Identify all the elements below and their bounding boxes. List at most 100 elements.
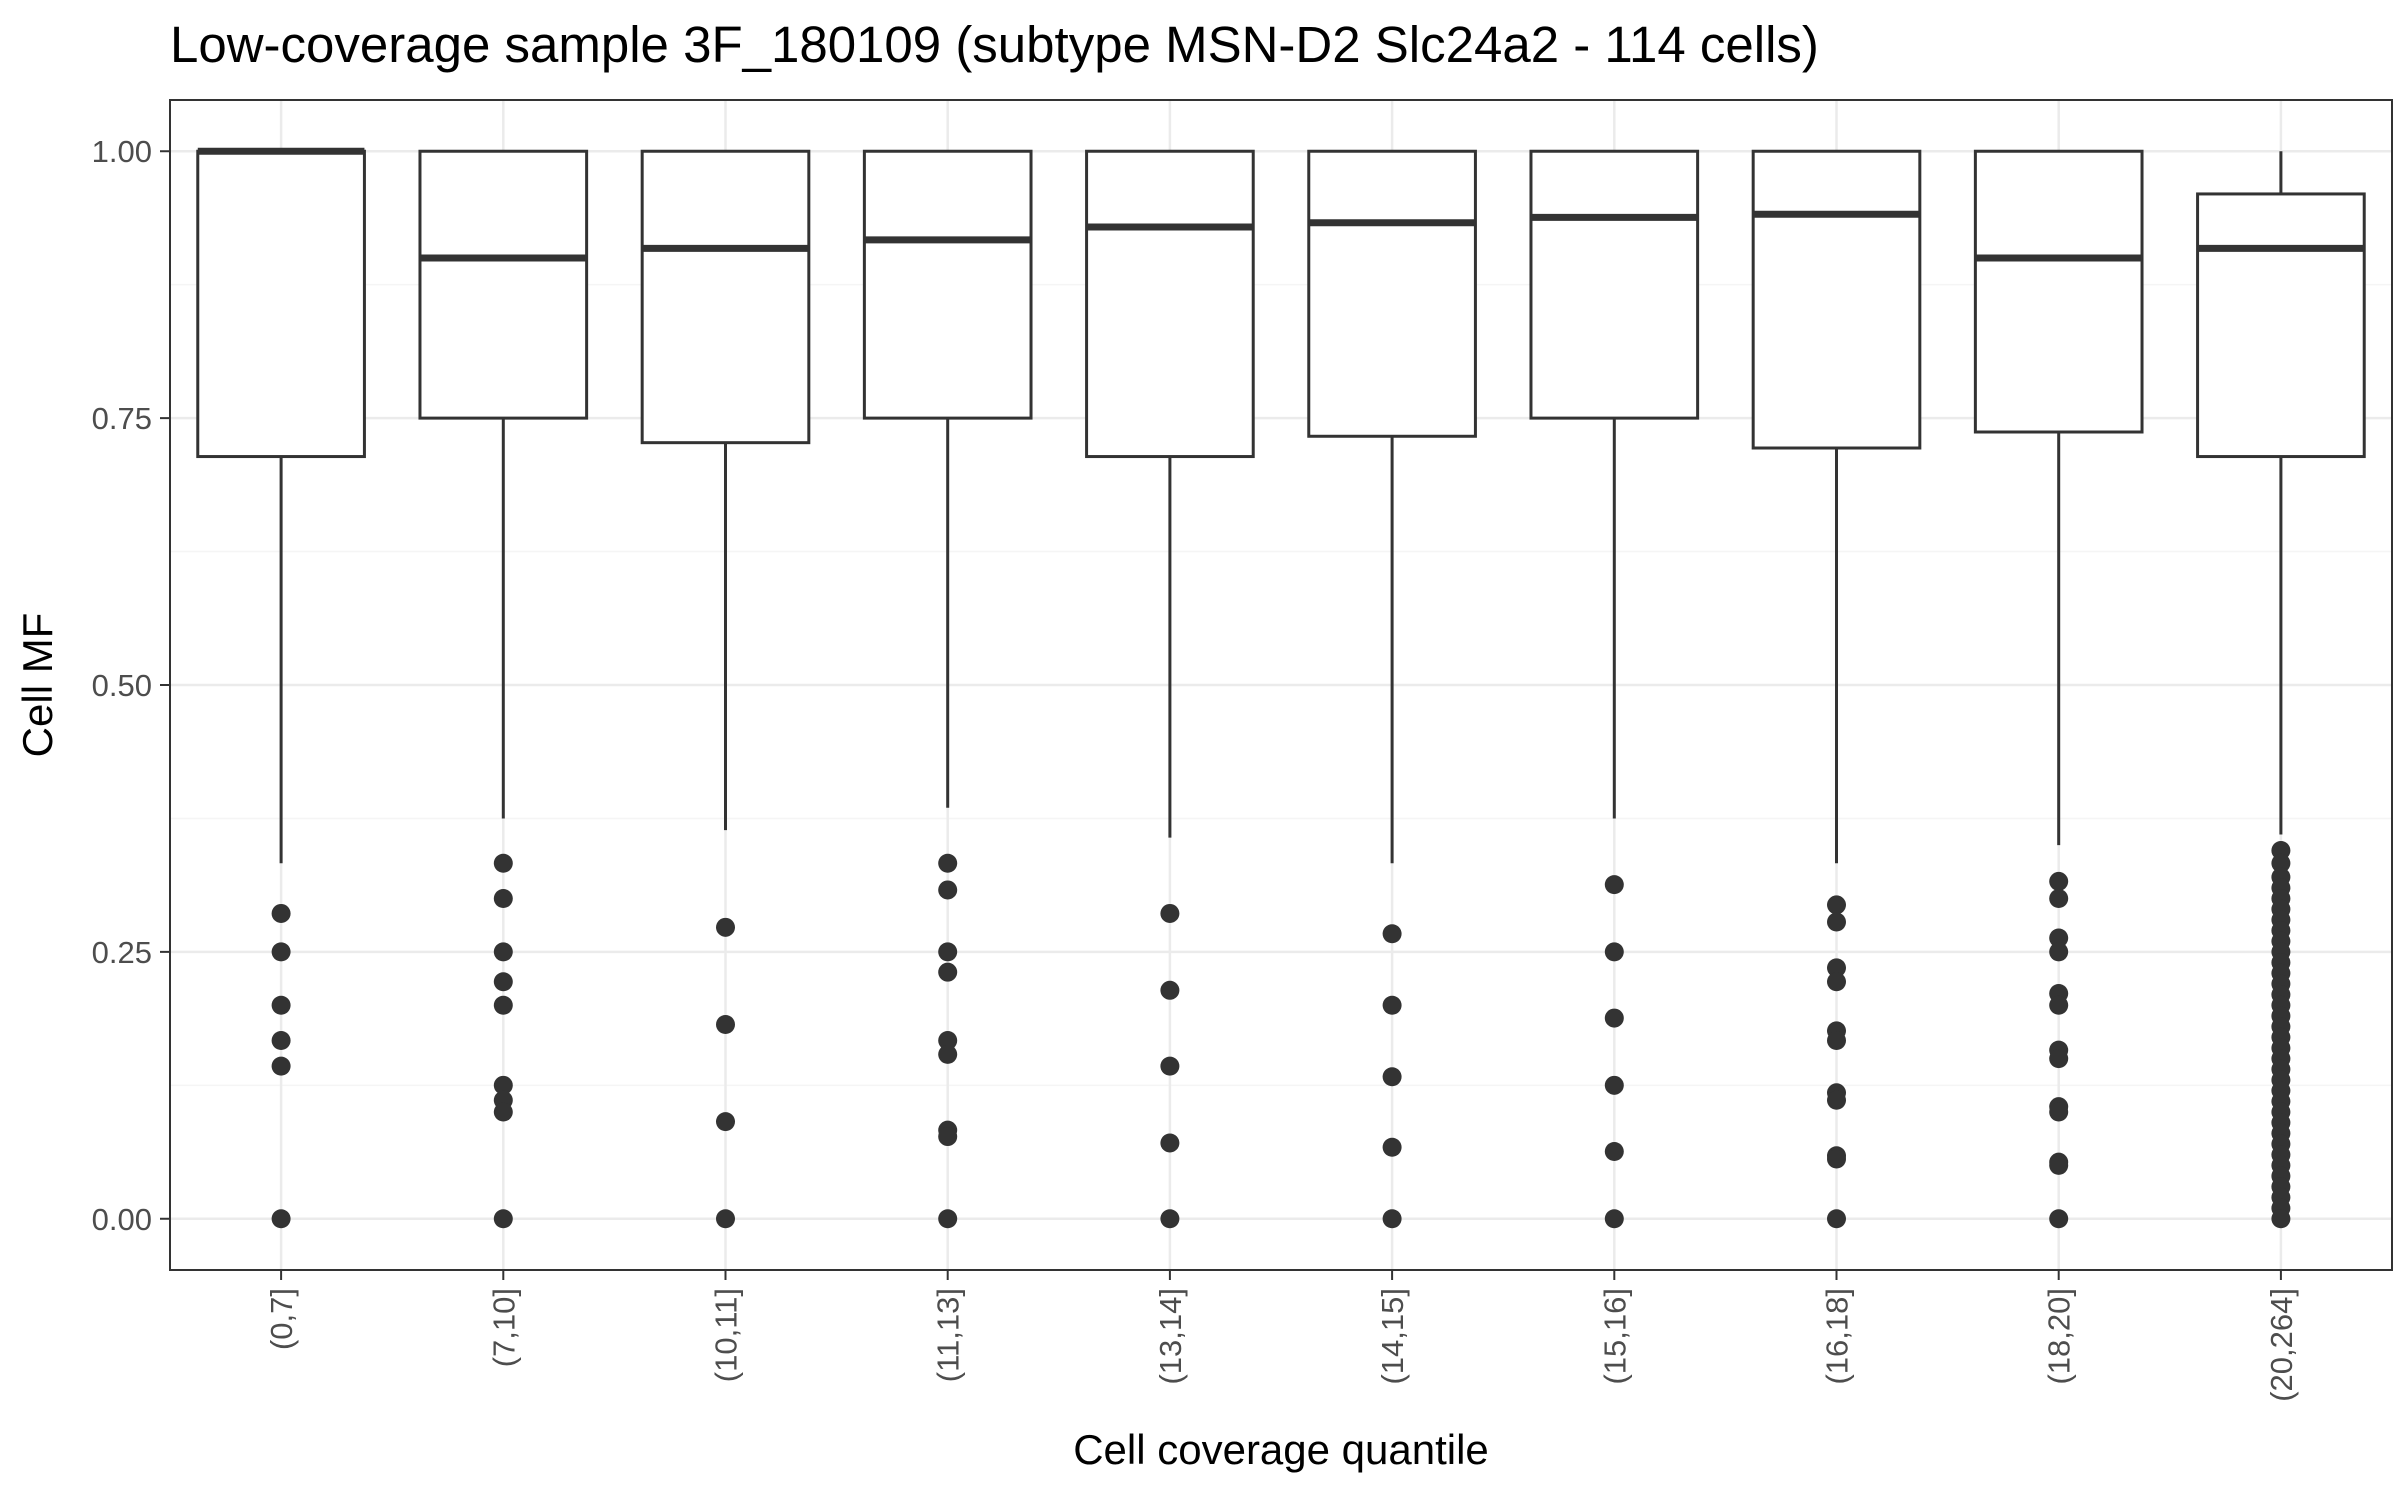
outlier-point bbox=[493, 995, 513, 1015]
outlier-point bbox=[2049, 928, 2069, 948]
outlier-point bbox=[2049, 871, 2069, 891]
x-tick-label: (13,14] bbox=[1153, 1288, 1188, 1385]
outlier-point bbox=[938, 1030, 958, 1050]
x-tick-label: (10,11] bbox=[709, 1288, 744, 1382]
box-iqr bbox=[862, 149, 1033, 420]
outlier-point bbox=[271, 1209, 291, 1229]
outlier-point bbox=[1160, 1209, 1180, 1229]
box-group bbox=[862, 149, 1033, 1229]
outlier-point bbox=[271, 1056, 291, 1076]
box-group bbox=[1751, 149, 1922, 1229]
outlier-point bbox=[1382, 1137, 1402, 1157]
outlier-point bbox=[1827, 1030, 1846, 1050]
outlier-point bbox=[2049, 889, 2069, 909]
outlier-point bbox=[938, 962, 958, 982]
outlier-point bbox=[2049, 1155, 2069, 1175]
outlier-point bbox=[493, 972, 513, 992]
outlier-point bbox=[1160, 903, 1180, 923]
box-iqr bbox=[1751, 149, 1922, 450]
outlier-point bbox=[938, 1127, 958, 1147]
outlier-point bbox=[2271, 853, 2291, 873]
box-group bbox=[1973, 149, 2144, 1229]
x-tick-label: (14,15] bbox=[1375, 1288, 1410, 1385]
outlier-point bbox=[2271, 1209, 2291, 1229]
outlier-point bbox=[1604, 1142, 1624, 1162]
box-iqr bbox=[640, 149, 811, 445]
outlier-point bbox=[1827, 912, 1846, 932]
outlier-point bbox=[1604, 1008, 1624, 1028]
outlier-point bbox=[1827, 1209, 1846, 1229]
box-group bbox=[1529, 149, 1700, 1229]
outlier-point bbox=[1827, 958, 1846, 978]
box-iqr bbox=[1529, 149, 1700, 420]
outlier-point bbox=[938, 942, 958, 962]
outlier-point bbox=[2049, 1102, 2069, 1122]
outlier-point bbox=[1382, 995, 1402, 1015]
box-iqr bbox=[1973, 149, 2144, 434]
outlier-point bbox=[2049, 942, 2069, 962]
outlier-point bbox=[271, 995, 291, 1015]
box-group bbox=[196, 147, 366, 1229]
x-tick-label: (15,16] bbox=[1597, 1288, 1632, 1385]
y-axis-title: Cell MF bbox=[14, 613, 61, 758]
box-group bbox=[2196, 151, 2366, 1229]
outlier-point bbox=[938, 1209, 958, 1229]
x-tick-label: (20,264] bbox=[2264, 1288, 2299, 1402]
outlier-point bbox=[1160, 980, 1180, 1000]
box-group bbox=[418, 149, 589, 1229]
axes: 0.00 0.25 0.50 0.75 1.00 (0,7] (7,10] (10,11] (1… bbox=[92, 134, 2299, 1402]
box-iqr bbox=[196, 149, 366, 459]
outlier-point bbox=[493, 1102, 513, 1122]
outlier-point bbox=[2049, 1209, 2069, 1229]
outlier-point bbox=[716, 1014, 735, 1034]
outlier-point bbox=[1604, 942, 1624, 962]
outlier-point bbox=[1160, 1056, 1180, 1076]
outlier-point bbox=[1604, 1075, 1624, 1095]
outlier-point bbox=[1827, 1090, 1846, 1110]
box-iqr bbox=[1085, 149, 1255, 459]
outlier-point bbox=[1382, 1067, 1402, 1087]
outlier-point bbox=[716, 917, 735, 937]
box-group bbox=[1307, 149, 1477, 1229]
outlier-point bbox=[1604, 1209, 1624, 1229]
y-tick-label: 0.50 bbox=[92, 668, 152, 703]
outlier-point bbox=[1827, 972, 1846, 992]
y-tick-label: 0.25 bbox=[92, 935, 152, 970]
outlier-point bbox=[2049, 1049, 2069, 1069]
outlier-point bbox=[493, 1209, 513, 1229]
y-tick-label: 1.00 bbox=[92, 134, 152, 169]
box-iqr bbox=[418, 149, 589, 420]
outlier-point bbox=[1827, 895, 1846, 915]
outlier-point bbox=[1827, 1149, 1846, 1169]
outlier-point bbox=[1382, 1209, 1402, 1229]
box-group bbox=[640, 149, 811, 1229]
outlier-point bbox=[716, 1112, 735, 1132]
outlier-point bbox=[1604, 875, 1624, 895]
outlier-point bbox=[1382, 924, 1402, 944]
x-tick-label: (7,10] bbox=[486, 1288, 521, 1367]
y-tick-label: 0.75 bbox=[92, 401, 152, 436]
outlier-point bbox=[938, 1044, 958, 1064]
x-tick-label: (18,20] bbox=[2042, 1288, 2077, 1385]
outlier-point bbox=[271, 903, 291, 923]
outlier-point bbox=[938, 880, 958, 900]
box-group bbox=[1085, 149, 1255, 1229]
outlier-point bbox=[1160, 1133, 1180, 1153]
x-tick-label: (16,18] bbox=[1820, 1288, 1855, 1385]
outlier-point bbox=[271, 1030, 291, 1050]
outlier-point bbox=[716, 1209, 735, 1229]
outlier-point bbox=[493, 942, 513, 962]
y-tick-label: 0.00 bbox=[92, 1202, 152, 1237]
x-axis-title: Cell coverage quantile bbox=[1073, 1426, 1489, 1473]
boxplot-data bbox=[196, 147, 2366, 1229]
outlier-point bbox=[493, 1075, 513, 1095]
outlier-point bbox=[2049, 995, 2069, 1015]
outlier-point bbox=[493, 853, 513, 873]
outlier-point bbox=[493, 889, 513, 909]
box-iqr bbox=[2196, 192, 2366, 459]
outlier-point bbox=[938, 853, 958, 873]
chart-title: Low-coverage sample 3F_180109 (subtype M… bbox=[170, 16, 1819, 73]
box-iqr bbox=[1307, 149, 1477, 438]
